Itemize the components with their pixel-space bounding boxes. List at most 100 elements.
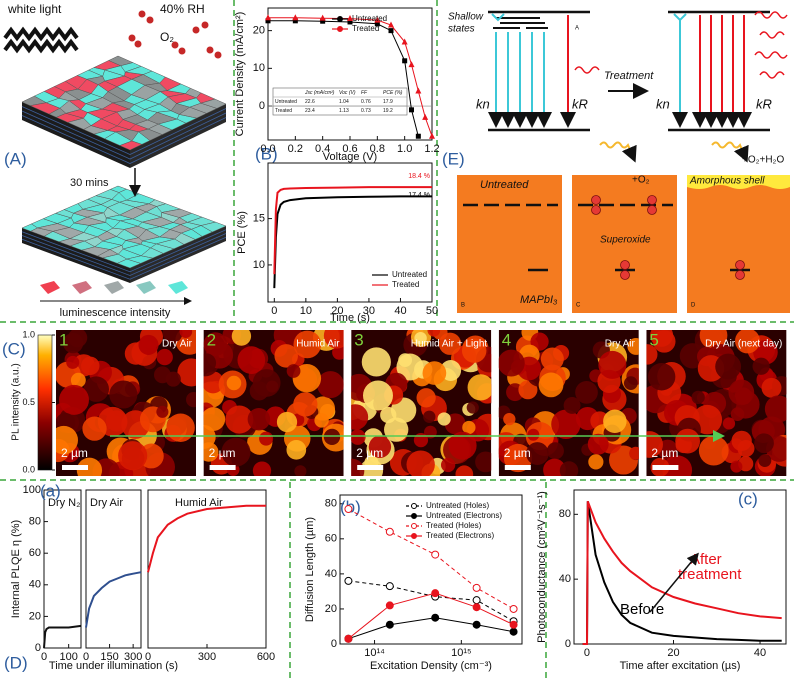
table-cell: 23.4 [305, 108, 315, 114]
y-tick-label: 20 [29, 610, 41, 622]
x-tick-label: 0 [83, 651, 89, 663]
x-tick-label: 300 [124, 651, 142, 663]
x-tick-label: 0 [41, 651, 47, 663]
plot-frame [267, 162, 433, 303]
marker [374, 16, 381, 23]
series-line [268, 20, 419, 137]
oxygen-molecules [128, 10, 222, 59]
marker [344, 634, 353, 643]
pl-grain [752, 357, 770, 375]
pl-grain [351, 404, 369, 430]
pl-grain [156, 348, 173, 366]
x-tick-label: 20 [667, 647, 679, 659]
pl-grain [156, 405, 169, 418]
plot-frame [339, 494, 523, 645]
pl-grain [252, 369, 281, 397]
marker [388, 28, 394, 34]
x-tick-label: 10 [300, 305, 312, 317]
pl-grain [203, 332, 228, 356]
y-tick-label: 40 [29, 579, 41, 591]
marker [292, 18, 298, 24]
pl-grain [551, 409, 581, 439]
pl-grain [546, 442, 564, 460]
pl-image [203, 330, 344, 476]
subplot-title: Dry Air [90, 497, 123, 509]
marker [401, 38, 408, 45]
pl-grain [332, 345, 344, 360]
annotation: 17.4 % [408, 192, 430, 199]
marker [415, 133, 421, 139]
y-tick-label: 0 [259, 100, 265, 112]
pl-grain [316, 371, 344, 399]
subpanel-label: C [576, 303, 581, 309]
panel-label: (B) [255, 144, 278, 163]
pl-grain [730, 460, 743, 473]
y-tick-label: 20 [253, 25, 265, 37]
legend-marker [411, 533, 417, 539]
table-cell: FF [361, 90, 368, 96]
axis-label: luminescence intensity [60, 307, 171, 319]
pl-grain [413, 432, 429, 448]
rate-label: kR [756, 96, 772, 111]
panel-c: (C) PL intensity (a.u.) 1.0 0.5 0.0 1 Dry Ai… [2, 329, 787, 476]
pl-grain [461, 338, 487, 363]
pl-grain [237, 346, 266, 374]
table-cell: 22.6 [305, 99, 315, 105]
pl-grain [559, 461, 579, 476]
marker [509, 620, 518, 629]
pl-grain [406, 450, 435, 476]
image-number: 4 [502, 330, 511, 349]
grain [200, 221, 227, 233]
series-line [348, 617, 514, 640]
series-line [273, 186, 432, 275]
legend-label: Untreated (Holes) [426, 501, 489, 510]
pl-grain [109, 380, 138, 409]
y-axis-label: Current Density (mA/cm²) [234, 12, 246, 137]
pl-grain [527, 428, 540, 441]
pl-grain [735, 330, 760, 354]
series-line [43, 624, 82, 649]
humidity-label: 40% RH [160, 2, 205, 16]
scale-label: 2 µm [209, 446, 236, 460]
x-tick-label: 30 [363, 305, 375, 317]
marker [509, 604, 518, 613]
panel-label: (D) [4, 653, 28, 672]
condition-label: Untreated [480, 179, 529, 191]
pl-grain [603, 409, 627, 434]
grain [200, 98, 227, 109]
pl-grain [715, 353, 742, 380]
pl-grain [467, 374, 492, 401]
marker [385, 601, 394, 610]
image-caption: Dry Air [162, 339, 193, 350]
pl-grain [575, 381, 598, 404]
table-cell: 1.13 [339, 108, 349, 114]
pl-grain [323, 428, 341, 446]
x-tick-label: 150 [100, 651, 118, 663]
marker [344, 576, 353, 585]
pl-grain [286, 364, 301, 378]
series-line [85, 571, 142, 628]
pl-grain [66, 355, 80, 369]
marker [431, 589, 440, 598]
pl-grain [351, 429, 366, 445]
plot-frame [43, 489, 82, 649]
colorbar-tick-label: 1.0 [22, 329, 35, 339]
pl-grain [503, 412, 516, 426]
scale-label: 2 µm [651, 446, 678, 460]
subpanel-label: B [461, 303, 465, 309]
pl-grain [276, 411, 298, 433]
pl-grain [225, 405, 254, 434]
series-line [582, 500, 782, 645]
pl-grain [203, 353, 217, 373]
legend-label: Untreated (Electrons) [426, 511, 502, 520]
light-label: white light [7, 2, 62, 16]
pl-grain [56, 425, 78, 455]
film-after [21, 185, 227, 283]
pl-grain [138, 334, 159, 355]
panel-a: white light 40% RH O₂ (A) 30 mins lumine… [3, 2, 227, 319]
pl-grain [274, 344, 298, 368]
light-wave [3, 38, 79, 54]
pl-grain [427, 330, 441, 337]
pl-grain [162, 330, 183, 343]
x-tick-label: 40 [754, 647, 766, 659]
